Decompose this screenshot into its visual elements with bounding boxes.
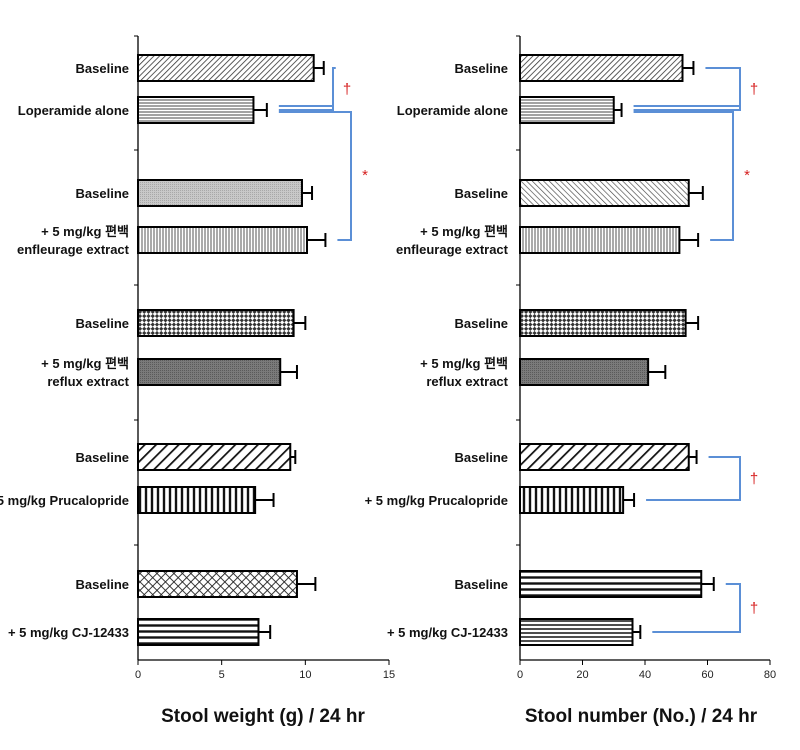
bar bbox=[137, 486, 257, 514]
bar bbox=[519, 226, 681, 254]
bar bbox=[519, 486, 625, 514]
x-tick-label: 20 bbox=[576, 669, 588, 681]
significance-bracket bbox=[633, 67, 741, 111]
bar bbox=[137, 226, 309, 254]
category-label: Baseline bbox=[76, 186, 129, 201]
significance-mark: † bbox=[750, 81, 758, 98]
stool-number-panel: 0 20 40 60 80 Stool number (No.) / 24 hr Basel… bbox=[365, 35, 776, 727]
category-label: + 5 mg/kg 편백 reflux extract bbox=[420, 356, 509, 389]
category-label: Baseline bbox=[76, 577, 129, 592]
x-tick-label: 0 bbox=[517, 669, 523, 681]
significance-bracket bbox=[633, 111, 734, 241]
x-tick-label: 60 bbox=[701, 669, 713, 681]
category-label: + 5 mg/kg CJ-12433 bbox=[8, 625, 129, 640]
category-label: Baseline bbox=[76, 316, 129, 331]
bar bbox=[137, 96, 255, 124]
bar bbox=[519, 618, 634, 646]
bar bbox=[519, 309, 687, 337]
category-label: Baseline bbox=[455, 316, 508, 331]
significance-mark: † bbox=[343, 81, 351, 98]
bar bbox=[519, 443, 690, 471]
bar bbox=[137, 179, 303, 207]
bar bbox=[137, 443, 292, 471]
category-label: + 5 mg/kg 편백 reflux extract bbox=[41, 356, 130, 389]
category-label: Baseline bbox=[76, 450, 129, 465]
significance-bracket bbox=[278, 111, 352, 241]
significance-mark: * bbox=[362, 167, 368, 184]
x-tick-label: 10 bbox=[299, 669, 311, 681]
category-label: + 5 mg/kg 편백 enfleurage extract bbox=[17, 224, 130, 257]
bar bbox=[519, 179, 690, 207]
stool-weight-panel: 0 5 10 15 Stool weight (g) / 24 hr Baseline Lo… bbox=[0, 35, 395, 727]
category-label: Loperamide alone bbox=[397, 103, 508, 118]
significance-mark: * bbox=[744, 167, 750, 184]
x-tick-label: 80 bbox=[764, 669, 776, 681]
bar bbox=[519, 570, 703, 598]
bar bbox=[519, 54, 684, 82]
category-label: Baseline bbox=[455, 450, 508, 465]
significance-bracket bbox=[278, 67, 336, 111]
category-label: Loperamide alone bbox=[18, 103, 129, 118]
category-label: + 5 mg/kg Prucalopride bbox=[0, 493, 129, 508]
x-axis-label: Stool weight (g) / 24 hr bbox=[161, 706, 365, 727]
bar bbox=[137, 309, 295, 337]
category-label: Baseline bbox=[455, 577, 508, 592]
bar bbox=[519, 96, 615, 124]
significance-mark: † bbox=[750, 600, 758, 617]
category-label: + 5 mg/kg Prucalopride bbox=[365, 493, 508, 508]
bar bbox=[137, 54, 315, 82]
category-label: Baseline bbox=[76, 61, 129, 76]
category-label: Baseline bbox=[455, 186, 508, 201]
significance-bracket bbox=[646, 456, 741, 501]
significance-mark: † bbox=[750, 471, 758, 488]
bar bbox=[519, 358, 650, 386]
bar bbox=[137, 358, 282, 386]
x-axis-label: Stool number (No.) / 24 hr bbox=[525, 706, 758, 727]
bar bbox=[137, 618, 260, 646]
x-tick-label: 5 bbox=[219, 669, 225, 681]
x-tick-label: 40 bbox=[639, 669, 651, 681]
category-label: Baseline bbox=[455, 61, 508, 76]
significance-bracket bbox=[652, 583, 741, 633]
x-tick-label: 15 bbox=[383, 669, 395, 681]
x-tick-label: 0 bbox=[135, 669, 141, 681]
category-label: + 5 mg/kg CJ-12433 bbox=[387, 625, 508, 640]
category-label: + 5 mg/kg 편백 enfleurage extract bbox=[396, 224, 509, 257]
bar bbox=[137, 570, 298, 598]
